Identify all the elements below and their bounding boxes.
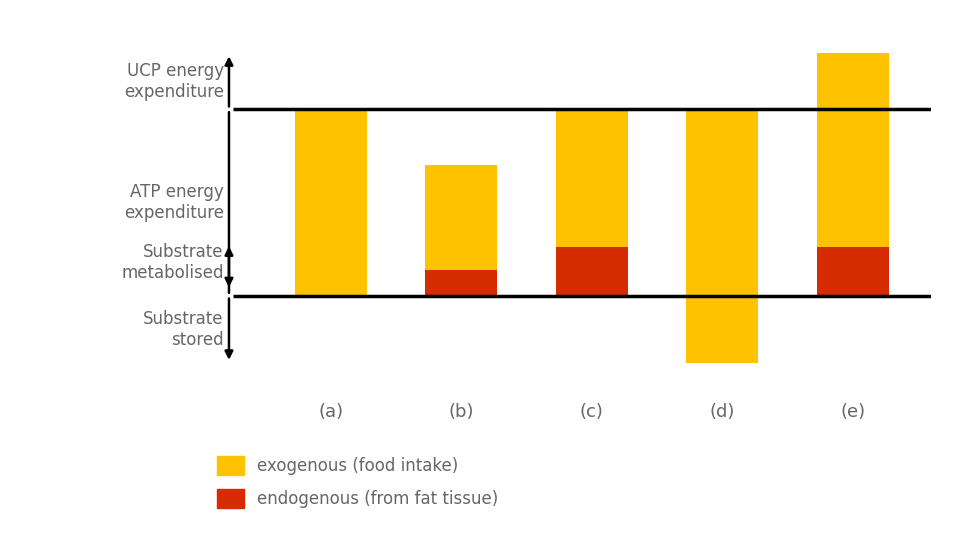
Text: UCP energy
expenditure: UCP energy expenditure — [124, 62, 224, 101]
Bar — [817, 247, 889, 296]
Legend: exogenous (food intake), endogenous (from fat tissue): exogenous (food intake), endogenous (fro… — [210, 449, 505, 515]
Bar — [556, 247, 628, 296]
Bar — [556, 109, 628, 296]
Text: ATP energy
expenditure: ATP energy expenditure — [124, 183, 224, 222]
Text: Substrate
metabolised: Substrate metabolised — [121, 242, 224, 281]
Bar — [425, 165, 497, 296]
Bar — [295, 109, 367, 296]
Bar — [817, 53, 889, 296]
Bar — [686, 109, 758, 296]
Bar — [686, 296, 758, 363]
Bar — [425, 269, 497, 296]
Text: Substrate
stored: Substrate stored — [143, 310, 224, 349]
